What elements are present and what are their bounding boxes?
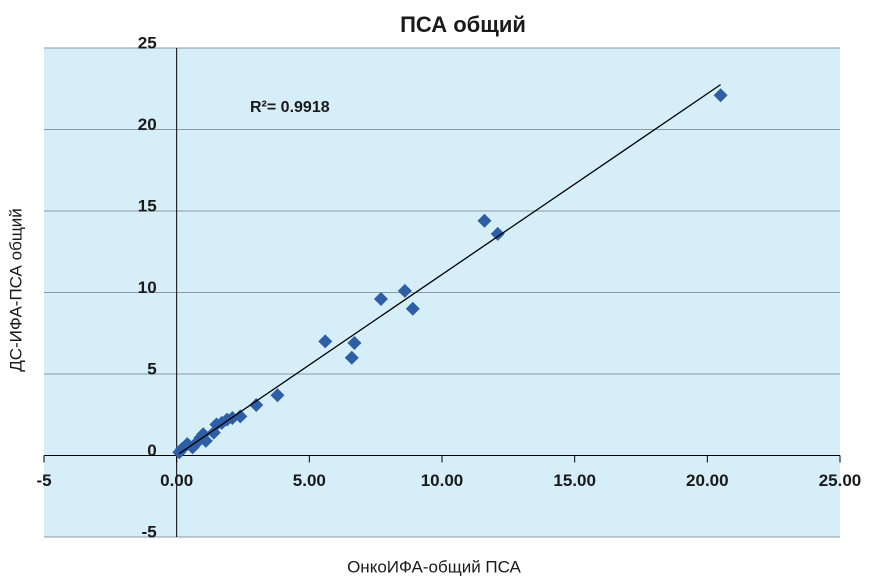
data-point <box>397 283 412 298</box>
data-point <box>347 336 362 351</box>
data-point <box>172 445 187 460</box>
y-tick-label: 0 <box>147 441 156 460</box>
data-point <box>249 397 264 412</box>
data-point <box>206 425 221 440</box>
y-tick-label: -5 <box>142 522 157 541</box>
trendline <box>178 84 721 455</box>
x-tick-label: -5 <box>36 471 51 490</box>
x-tick-label: 20.00 <box>686 471 729 490</box>
data-point <box>270 388 285 403</box>
x-tick-label: 5.00 <box>293 471 326 490</box>
x-tick-label: 0.00 <box>160 471 193 490</box>
y-tick-label: 10 <box>138 278 157 297</box>
y-tick-label: 5 <box>147 359 156 378</box>
annotation: R²= 0.9918 <box>250 99 330 116</box>
data-point <box>373 292 388 307</box>
chart-title: ПСА общий <box>400 12 526 37</box>
data-point <box>713 88 728 103</box>
y-tick-label: 15 <box>138 196 157 215</box>
data-point <box>405 301 420 316</box>
x-axis-label: ОнкоИФА-общий ПСА <box>347 557 521 576</box>
x-tick-label: 25.00 <box>819 471 862 490</box>
data-point <box>318 334 333 349</box>
y-tick-label: 25 <box>138 33 157 52</box>
x-tick-label: 10.00 <box>421 471 464 490</box>
x-tick-label: 15.00 <box>553 471 596 490</box>
data-point <box>490 226 505 241</box>
y-axis-label: ДС-ИФА-ПСА общий <box>6 208 25 372</box>
y-tick-label: 20 <box>138 115 157 134</box>
data-point <box>477 213 492 228</box>
data-point <box>344 350 359 365</box>
